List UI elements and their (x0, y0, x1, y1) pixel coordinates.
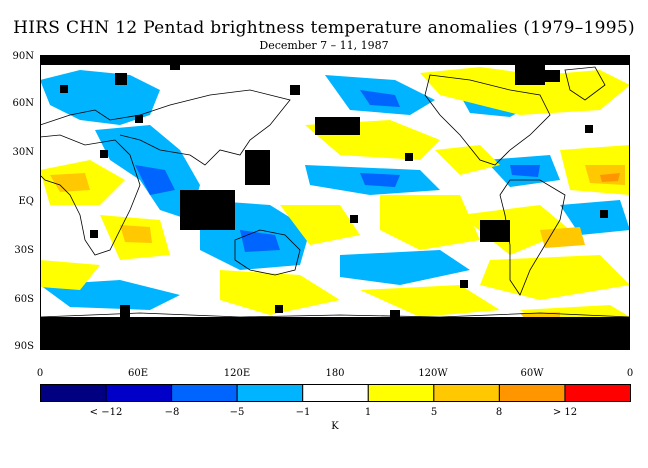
lon-label-60e: 60E (127, 368, 149, 379)
missing-data-blocks (40, 55, 630, 350)
colorbar-label-neg5: −5 (229, 407, 245, 418)
colorbar-label-gt-12: > 12 (552, 407, 578, 418)
colorbar-swatch-2 (171, 384, 238, 402)
colorbar-label-8: 8 (495, 407, 503, 418)
colorbar-label-neg8: −8 (164, 407, 180, 418)
coastlines (40, 66, 630, 318)
lat-label-60s: 60S (14, 294, 34, 305)
lat-label-30n: 30N (12, 147, 34, 158)
colorbar-swatch-5 (367, 384, 435, 402)
colorbar-swatch-7 (498, 384, 566, 402)
colorbar-swatch-4 (302, 384, 369, 402)
lon-label-120w: 120W (418, 368, 448, 379)
lat-label-60n: 60N (12, 98, 34, 109)
lat-label-30s: 30S (14, 245, 34, 256)
map-title: HIRS CHN 12 Pentad brightness temperatur… (13, 18, 635, 38)
colorbar-swatch-6 (433, 384, 500, 402)
lon-label-180: 180 (325, 368, 345, 379)
lat-label-90s: 90S (14, 341, 34, 352)
lon-label-120e: 120E (223, 368, 251, 379)
positive-anomaly-regions (40, 67, 630, 323)
lat-label-90n: 90N (12, 51, 34, 62)
colorbar-swatch-0 (40, 384, 107, 402)
colorbar-swatch-8 (564, 384, 631, 402)
negative-anomaly-regions (40, 70, 630, 310)
anomaly-map (40, 55, 630, 350)
colorbar (40, 384, 631, 402)
colorbar-label-1: 1 (364, 407, 372, 418)
lon-label-0: 0 (36, 368, 44, 379)
colorbar-label-neg1: −1 (295, 407, 311, 418)
map-subtitle: December 7 – 11, 1987 (259, 39, 389, 52)
map-frame (40, 55, 630, 350)
colorbar-unit: K (331, 421, 339, 432)
colorbar-label-lt-12: < −12 (89, 407, 123, 418)
colorbar-swatch-3 (236, 384, 304, 402)
lon-label-60w: 60W (520, 368, 544, 379)
lat-label-eq: EQ (18, 196, 35, 207)
colorbar-swatch-1 (105, 384, 173, 402)
colorbar-label-5: 5 (430, 407, 438, 418)
lon-label-0-east: 0 (626, 368, 634, 379)
